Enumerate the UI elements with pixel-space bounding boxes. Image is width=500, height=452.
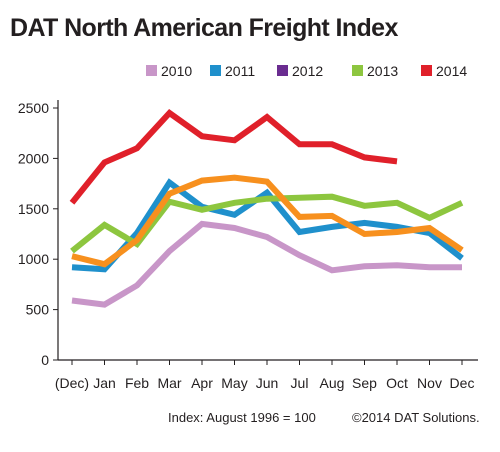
legend-swatch-2013 [352,65,363,76]
legend-swatch-2014 [421,65,432,76]
x-tick-label-may: May [221,375,247,391]
index-footnote: Index: August 1996 = 100 [168,410,316,425]
legend-label-2010: 2010 [161,63,192,79]
legend-label-2013: 2013 [367,63,398,79]
x-tick-label-dec: (Dec) [55,375,89,391]
x-tick-label-jul: Jul [291,375,309,391]
copyright-notice: ©2014 DAT Solutions. [352,410,480,425]
series-line-2011 [71,178,464,273]
y-tick-label-1000: 1000 [18,251,49,267]
y-axis: 0 500 1000 1500 2000 2500 [18,100,59,368]
y-tick-label-0: 0 [41,352,49,368]
y-tick-label-500: 500 [26,302,50,318]
x-tick-label-mar: Mar [157,375,181,391]
x-tick-label-jan: Jan [93,375,116,391]
x-axis: (Dec) Jan Feb Mar Apr May Jun Jul Aug Sep Oct Nov De… [55,359,478,391]
legend-label-2014: 2014 [436,63,467,79]
series-line-2014 [69,109,398,205]
chart-title: DAT North American Freight Index [10,14,398,42]
series-line-orange [71,174,464,268]
legend-swatch-2012 [277,65,288,76]
legend-label-2012: 2012 [292,63,323,79]
x-tick-label-apr: Apr [191,375,213,391]
x-tick-label-feb: Feb [125,375,149,391]
legend-swatch-2010 [146,65,157,76]
x-tick-label-sep: Sep [352,375,377,391]
x-tick-label-aug: Aug [320,375,345,391]
y-tick-label-2500: 2500 [18,100,49,116]
y-tick-label-2000: 2000 [18,150,49,166]
x-tick-label-dec: Dec [450,375,475,391]
series-line-2010 [71,220,462,308]
legend-swatch-2011 [210,65,221,76]
x-tick-label-jun: Jun [256,375,279,391]
plot-lines [69,109,464,308]
legend-label-2011: 2011 [225,63,255,79]
x-tick-label-oct: Oct [386,375,408,391]
legend: 2010 2011 2012 2013 2014 [146,63,467,79]
series-line-2013 [70,193,464,254]
y-tick-label-1500: 1500 [18,201,49,217]
x-tick-label-nov: Nov [417,375,442,391]
